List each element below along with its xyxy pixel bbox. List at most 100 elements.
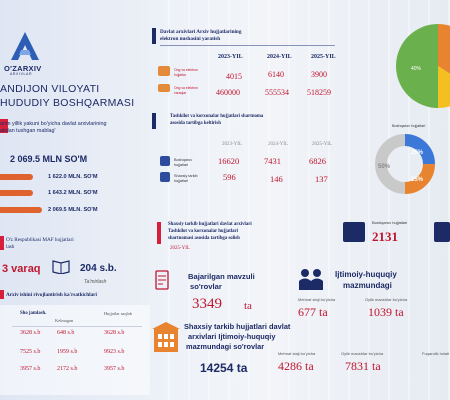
maf-heading-1: O'z Respublikasi MAF hujjatlari bbox=[6, 237, 74, 243]
electronic-year-1: 2023-YIL bbox=[218, 54, 243, 60]
pr-col3-caption: Fuqarolik holati bbox=[422, 351, 450, 356]
contracts-row-2-label: Shaxsiy tarkib hujjatlari bbox=[174, 174, 198, 183]
personal-value: 2131 bbox=[372, 229, 398, 244]
electronic-row-2-label: Ong va elektron varaqlar bbox=[174, 86, 198, 95]
electronic-r1-v2: 6140 bbox=[268, 70, 284, 79]
boxes-icon bbox=[158, 66, 170, 76]
electronic-year-3: 2025-YIL bbox=[311, 54, 336, 60]
research-r2-a: 7525 s.b bbox=[20, 349, 41, 355]
maf-heading-2: lash bbox=[6, 244, 15, 250]
research-marker bbox=[0, 290, 4, 299]
org-line-1: ANDIJON VILOYATI bbox=[0, 83, 100, 95]
logo-mark-icon bbox=[11, 32, 39, 60]
contracts-row-1-label: Boshqaruv hujjatlari bbox=[174, 158, 193, 167]
logo-name: O'ZARXIV bbox=[4, 64, 42, 73]
personal-requests-label-3: mazmundagi so'rovlar bbox=[186, 342, 265, 351]
contracts-r1-v1: 16620 bbox=[218, 156, 240, 166]
logo-subtitle: ARXIVLAR bbox=[10, 72, 33, 76]
requests-label-2: so'rovlar bbox=[190, 282, 222, 291]
research-r1-a: 3628 s.b bbox=[20, 330, 41, 336]
research-col-b: Kelmagan bbox=[55, 318, 74, 323]
pie-label: 40% bbox=[411, 66, 422, 72]
electronic-title-2: elektron nushasini yaratish bbox=[160, 36, 221, 42]
contracts-r2-v2: 146 bbox=[270, 174, 283, 184]
contracts-title-2: asosida tartibga keltirish bbox=[170, 121, 221, 126]
maf-right-caption: Ta'mirlash bbox=[84, 279, 107, 285]
electronic-r1-v1: 4015 bbox=[226, 72, 242, 81]
pr-col1-caption: Mehnat staji bo'yicha bbox=[278, 351, 316, 356]
income-arrow-icon bbox=[0, 119, 8, 133]
personal-requests-label-2: arxivlari Ijtimoiy-huquqiy bbox=[188, 332, 276, 341]
donut-label-2: 25% bbox=[411, 177, 424, 183]
personal-marker bbox=[157, 222, 161, 244]
archive-box-icon-2 bbox=[434, 222, 450, 242]
social-col1-value: 677 ta bbox=[298, 305, 328, 319]
personal-requests-value: 14254 ta bbox=[200, 361, 248, 375]
income-bar-3 bbox=[0, 207, 42, 213]
research-heading: Arxiv ishini rivojlantirish ka'rsatkichl… bbox=[6, 292, 97, 298]
building-icon bbox=[152, 322, 180, 352]
income-bar-3-label: 2 069.5 MLN. SO'M bbox=[48, 207, 98, 213]
research-r3-c: 3957 s.b bbox=[104, 366, 125, 372]
research-panel bbox=[0, 305, 150, 395]
personal-title-1: Shaxsiy tarkib hujjatlari davlat arxivla… bbox=[168, 222, 252, 227]
research-r3-b: 2172 s.b bbox=[57, 366, 78, 372]
donut-label-1: 25% bbox=[411, 150, 424, 156]
electronic-r1-v3: 3900 bbox=[311, 70, 327, 79]
person-folder-icon bbox=[160, 172, 170, 182]
pr-col2-caption: Oylik maoshlar bo'yicha bbox=[341, 351, 384, 356]
contracts-title-1: Tashkilot va korxonalar hujjatlari shart… bbox=[170, 114, 264, 119]
income-heading-1: arim yillik yakuni bo'yicha davlat arxiv… bbox=[0, 121, 107, 127]
research-col-a: Sho jamlash. bbox=[20, 311, 47, 316]
social-label-2: mazmundagi bbox=[343, 281, 392, 290]
maf-marker bbox=[0, 236, 4, 250]
contracts-r1-v3: 6826 bbox=[309, 156, 326, 166]
contracts-year-1: 2023-YIL bbox=[222, 142, 242, 147]
maf-right-value: 204 s.b. bbox=[80, 263, 117, 274]
contracts-r2-v3: 137 bbox=[315, 174, 328, 184]
research-r2-c: 9923 s.b bbox=[104, 349, 125, 355]
requests-value: 3349 bbox=[192, 296, 222, 312]
research-r2-b: 1959 s.b bbox=[57, 349, 78, 355]
org-line-2: HUDUDIY BOSHQARMASI bbox=[0, 97, 135, 109]
maf-left-value: 3 varaq bbox=[2, 263, 41, 275]
electronic-title-rule bbox=[160, 45, 335, 46]
income-bar-2-label: 1 643.2 MLN. SO'M bbox=[48, 190, 98, 196]
book-icon bbox=[52, 258, 70, 275]
donut-label-3: 50% bbox=[378, 164, 391, 170]
personal-caption: Boshqaruv hujjatlari bbox=[372, 220, 408, 225]
social-col2-caption: Oylik maoshlar bo'yicha bbox=[365, 297, 408, 302]
contracts-marker bbox=[152, 113, 156, 129]
research-divider bbox=[12, 326, 142, 327]
social-col1-caption: Mehnat stoji bo'yicha bbox=[298, 297, 336, 302]
contracts-year-2: 2024-YIL bbox=[268, 142, 288, 147]
electronic-r2-v3: 518259 bbox=[307, 88, 331, 97]
pr-col1-value: 4286 ta bbox=[278, 359, 314, 373]
requests-label-1: Bajarilgan mavzuli bbox=[188, 272, 255, 281]
personal-title-3: shartnomasi asosida tartibga solish bbox=[168, 236, 240, 241]
electronic-title-1: Davlat arxivlari Arxiv hujjatlarining bbox=[160, 29, 242, 35]
archive-box-icon bbox=[343, 222, 365, 242]
electronic-row-1-label: Ong va elektron hujjatlar bbox=[174, 68, 198, 77]
contracts-year-3: 2025-YIL bbox=[312, 142, 332, 147]
electronic-marker bbox=[152, 28, 156, 44]
electronic-r2-v1: 460000 bbox=[216, 88, 240, 97]
social-label-1: Ijtimoiy-huquqiy bbox=[335, 270, 397, 279]
requests-unit: ta bbox=[244, 300, 252, 312]
contracts-r2-v1: 596 bbox=[223, 172, 236, 182]
income-heading-2: atidan tushgan mablag' bbox=[0, 128, 56, 134]
income-bar-2 bbox=[0, 190, 33, 196]
research-col-c: Hujjatlar saqlab bbox=[104, 311, 132, 316]
folder-icon bbox=[160, 156, 170, 166]
logo bbox=[8, 30, 42, 64]
research-r1-b: 648 s.b bbox=[57, 330, 75, 336]
research-r3-a: 3957 s.b bbox=[20, 366, 41, 372]
electronic-year-2: 2024-YIL bbox=[267, 54, 292, 60]
income-bar-1-label: 1 622.0 MLN. SO'M bbox=[48, 174, 98, 180]
personal-requests-label-1: Shaxsiy tarkib hujjatlari davlat bbox=[184, 322, 291, 331]
personal-title-2: Tashkilot va korxonalar hujjatlari bbox=[168, 229, 238, 234]
electronic-r2-v2: 555534 bbox=[265, 88, 289, 97]
personal-year: 2025-YIL bbox=[170, 246, 190, 251]
requests-icon bbox=[155, 270, 169, 290]
people-icon bbox=[298, 268, 324, 290]
